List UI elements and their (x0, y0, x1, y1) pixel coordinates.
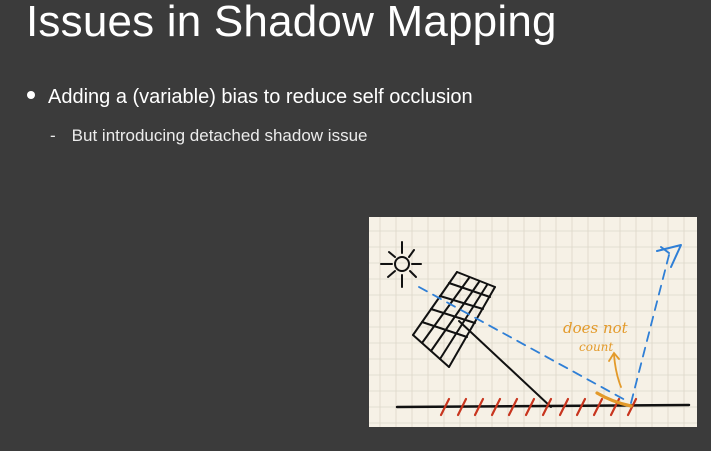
paper-grid (369, 217, 697, 427)
bullet-item: Adding a (variable) bias to reduce self … (27, 84, 473, 110)
bullet-dot-icon (27, 91, 35, 99)
bullet-text: Adding a (variable) bias to reduce self … (48, 86, 473, 108)
shadow-bias-sketch: does not count (369, 217, 697, 427)
annotation-line-1: does not (563, 319, 629, 337)
sketch-drawing: does not count (369, 217, 697, 427)
slide-title: Issues in Shadow Mapping (26, 0, 557, 46)
occluder-pole (458, 320, 552, 408)
camera-icon (656, 244, 682, 268)
annotation-arrow (608, 351, 622, 388)
sun-icon (380, 241, 422, 288)
sub-bullet-text: But introducing detached shadow issue (71, 126, 368, 145)
sub-bullet-item: - But introducing detached shadow issue (50, 125, 367, 147)
occluder-grid (412, 271, 496, 368)
sub-bullet-marker: - (50, 126, 56, 145)
annotation-line-2: count (579, 340, 613, 354)
light-ray-path (418, 254, 670, 404)
contact-mark (595, 391, 633, 408)
